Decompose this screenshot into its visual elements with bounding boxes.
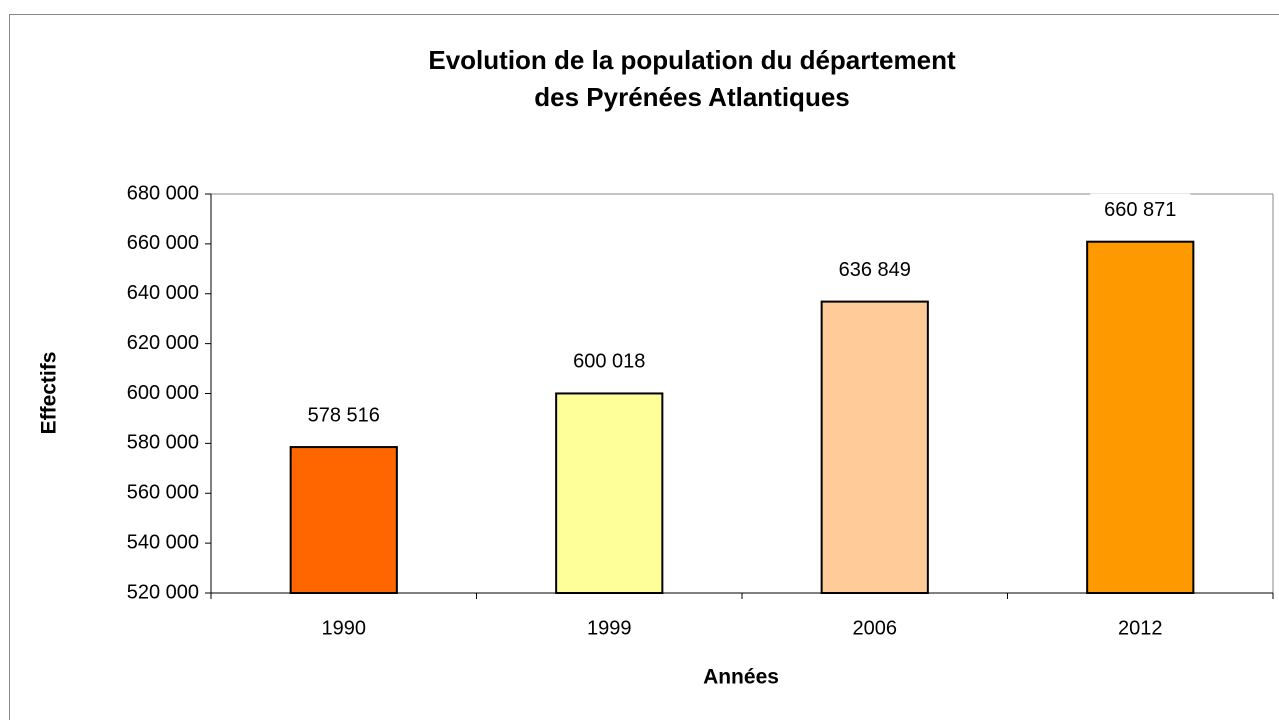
x-tick-label: 2012	[1118, 617, 1163, 639]
value-label-bg	[1090, 193, 1191, 226]
x-tick-label: 1999	[587, 617, 632, 639]
value-label: 600 018	[573, 351, 645, 373]
bar	[289, 446, 398, 594]
x-tick-label: 1990	[322, 617, 367, 639]
bar	[1086, 240, 1195, 594]
x-tick-label: 2006	[853, 617, 898, 639]
value-label: 636 849	[839, 259, 911, 281]
value-label-bg	[559, 345, 660, 378]
y-tick-label: 540 000	[127, 531, 199, 553]
value-label: 660 871	[1104, 199, 1176, 221]
y-tick-label: 660 000	[127, 232, 199, 254]
value-label-bg	[293, 399, 394, 432]
y-tick-label: 640 000	[127, 282, 199, 304]
x-axis-title: Années	[703, 666, 779, 689]
value-label-bg	[824, 253, 925, 286]
value-label: 578 516	[308, 404, 380, 426]
bar	[820, 300, 929, 594]
y-tick-label: 680 000	[127, 182, 199, 204]
y-axis-title: Effectifs	[38, 352, 61, 435]
chart-title: des Pyrénées Atlantiques	[534, 82, 850, 112]
y-tick-label: 560 000	[127, 482, 199, 504]
chart-title: Evolution de la population du départemen…	[428, 45, 956, 75]
y-tick-label: 520 000	[127, 581, 199, 603]
y-tick-label: 620 000	[127, 332, 199, 354]
bar	[555, 392, 664, 594]
y-tick-label: 580 000	[127, 432, 199, 454]
y-tick-label: 600 000	[127, 382, 199, 404]
